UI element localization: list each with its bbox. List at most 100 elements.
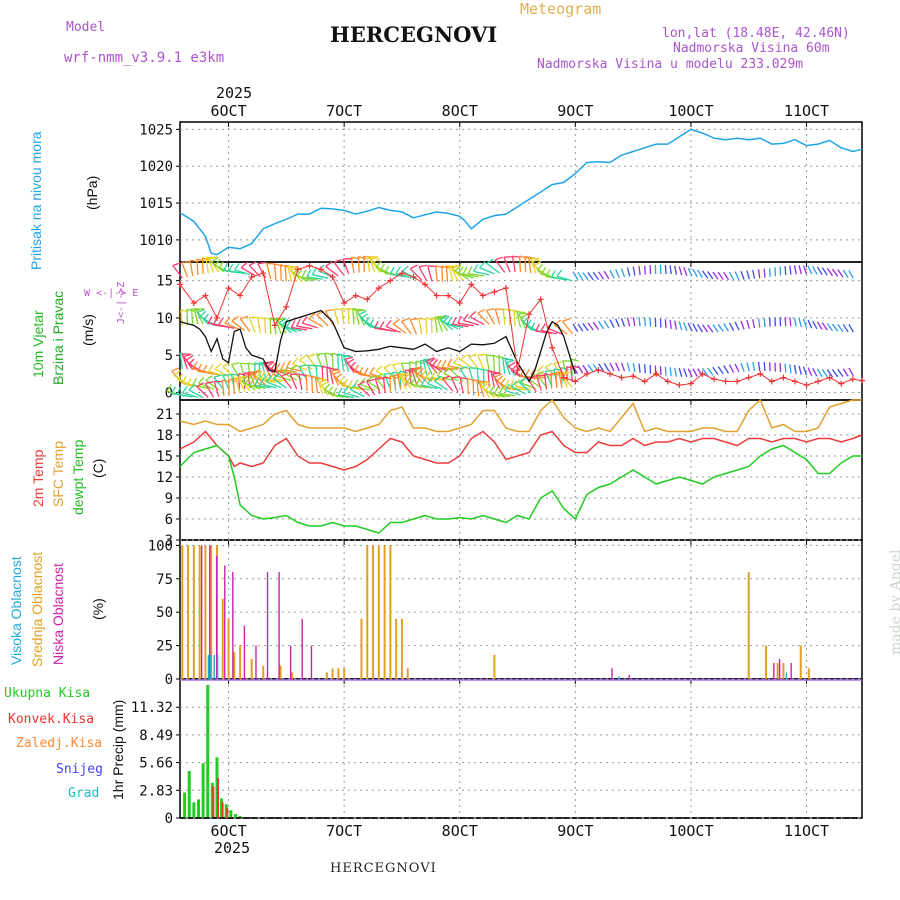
model-label: Model [66,20,106,35]
wind-barb [337,353,340,370]
wind-barb-flag [319,379,328,383]
wind-barb-flag [504,379,510,388]
wind-gust-marker [341,300,348,307]
wind-barb-flag [197,363,202,372]
date-tick-bottom: 11OCT [784,822,829,840]
wind-barb [181,262,189,278]
wind-gust-marker [283,303,290,310]
wind-barb [603,270,610,280]
cloud-low-bar [243,625,246,679]
wind-barb-flag [392,362,401,366]
wind-barb [298,374,303,391]
wind-barb [451,369,464,382]
wind-barb-flag [171,386,176,395]
wind-barb [350,257,355,274]
wind-barb-flag [291,357,299,365]
cloud-mid-bar [807,668,810,679]
cloud-mid-bar [782,662,785,679]
wind-barb [281,375,293,389]
wind-barb-flag [311,267,318,276]
wind-barb [443,321,459,330]
wind-barb [261,362,267,379]
wind-barb [678,266,683,276]
wind-barb [392,323,407,334]
wind-barb [784,363,787,373]
wind-barb-flag [290,364,298,370]
wind-barb [848,367,854,377]
precip-total-bar [187,771,191,818]
wind-barb-flag [251,369,260,374]
wind-barb-flag [344,356,354,360]
wind-barb-flag [234,262,240,271]
wind-barb-flag [498,385,504,394]
wind-barb [434,316,438,333]
wind-barb-flag [257,261,266,265]
wind-barb-flag [196,382,205,388]
wind-barb [831,268,839,277]
wind-barb [525,375,542,380]
wind-barb-flag [364,316,371,324]
wind-barb [404,369,407,386]
panel-frame-cloud [179,539,863,680]
wind-gust-marker [711,376,718,383]
wind-barb-flag [327,386,334,394]
compass-west-label: W [84,288,91,299]
cloud-mid-bar [406,668,409,679]
wind-barb-flag [392,371,401,375]
wind-barb [241,380,256,391]
wind-barb-flag [275,362,281,371]
precip-conv-bar [226,808,229,818]
wind-barb-flag [198,376,205,384]
wind-gust-marker [213,314,220,321]
wind-barb [312,274,329,279]
model-altitude-label: Nadmorska Visina u modelu 233.029m [537,57,804,72]
wind-gust-marker [780,374,787,381]
wind-barb-flag [550,372,559,376]
wind-barb-flag [570,365,579,369]
wind-barb [326,367,329,384]
ytick-label-cloud: 50 [156,605,173,621]
cloud-mid-bar [366,545,369,679]
wind-barb-flag [222,374,231,376]
wind-barb [734,363,740,373]
wind-barb-flag [358,310,367,316]
wind-barb [784,317,787,327]
wind-barb [723,271,730,281]
wind-barb [620,362,626,372]
wind-barb-flag [533,260,542,267]
wind-barb [237,377,246,393]
cloud-low-bar [773,662,775,679]
wind-barb-flag [202,364,208,373]
wind-barb-flag [298,373,307,377]
wind-barb-flag [264,317,273,321]
wind-barb [486,262,501,274]
wind-barb [626,267,631,277]
wind-barb-flag [231,315,239,322]
wind-barb-flag [188,384,196,391]
wind-gust-marker [514,367,521,374]
cloud-mid-bar [239,645,242,679]
wind-barb [798,365,802,375]
wind-barb-flag [375,260,382,268]
wind-barb [205,257,209,274]
ytick-label-precip: 11.32 [131,700,173,716]
wind-barb [546,327,563,335]
wind-barb-flag [454,265,462,272]
wind-barb [218,324,235,329]
wind-barb-flag [183,353,192,358]
wind-gust-marker [526,311,533,318]
wind-barb [620,317,626,327]
wind-barb [314,377,319,394]
wind-barb [678,367,683,377]
wind-barb [340,354,345,371]
wind-barb-flag [223,263,228,271]
wind-barb [338,394,355,399]
wind-gust-marker [664,378,671,385]
wind-barb [251,372,261,387]
cloud-mid-bar [262,665,265,679]
wind-barb [812,266,818,275]
wind-barb-flag [428,357,436,364]
date-tick-top: 11OCT [784,102,829,120]
wind-barb-flag [536,263,544,271]
legend-frozen-precip: Zaledj.Kisa [16,736,103,751]
